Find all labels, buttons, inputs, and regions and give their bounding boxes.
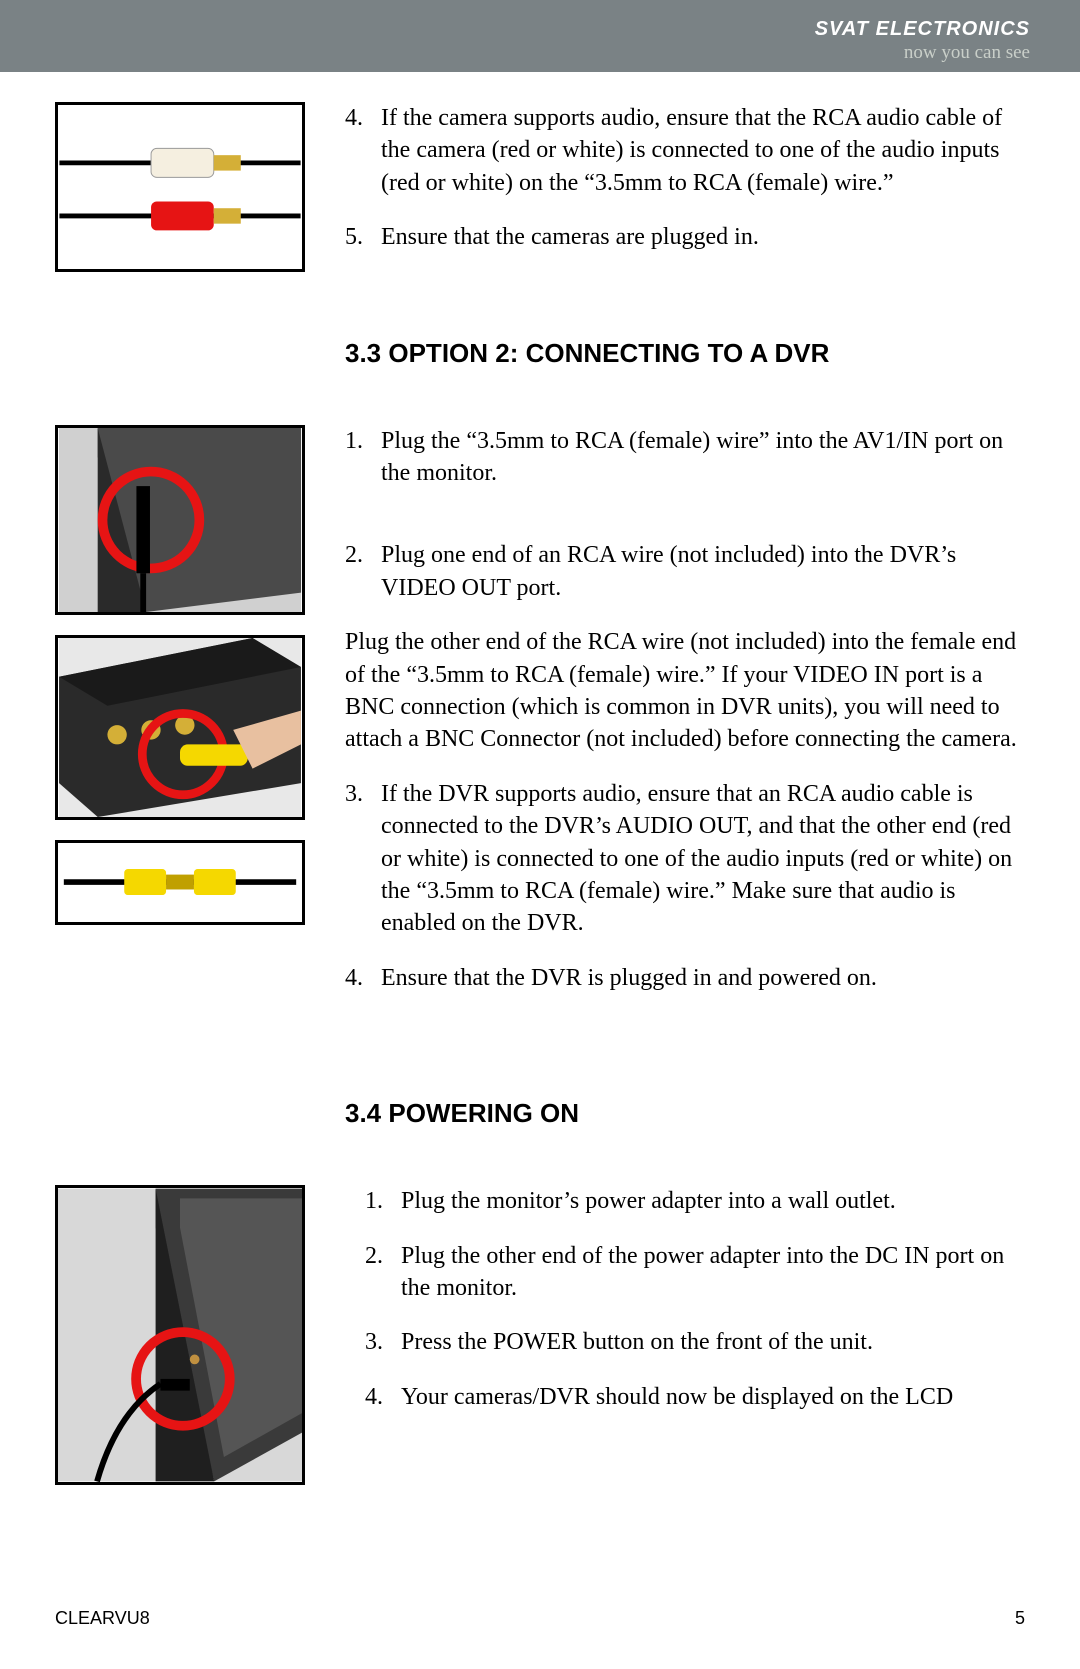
figure-monitor-av-port	[55, 425, 305, 615]
figure-monitor-dc-in	[55, 1185, 305, 1485]
item-text: Plug the monitor’s power adapter into a …	[401, 1185, 896, 1217]
item-number: 5.	[345, 221, 381, 253]
item-text: Plug the “3.5mm to RCA (female) wire” in…	[381, 425, 1025, 490]
item-number: 3.	[345, 778, 381, 940]
list-item: 4. Your cameras/DVR should now be displa…	[365, 1381, 1025, 1413]
list-item: 3. Press the POWER button on the front o…	[365, 1326, 1025, 1358]
list-item: 2. Plug one end of an RCA wire (not incl…	[345, 539, 1025, 604]
list-item: 1. Plug the “3.5mm to RCA (female) wire”…	[345, 425, 1025, 490]
item-text: If the DVR supports audio, ensure that a…	[381, 778, 1025, 940]
item-number: 4.	[365, 1381, 401, 1413]
section-heading-3-3: 3.3 OPTION 2: CONNECTING TO A DVR	[345, 336, 1025, 371]
item-text: Your cameras/DVR should now be displayed…	[401, 1381, 953, 1413]
header-bar: SVAT ELECTRONICS now you can see	[0, 0, 1080, 72]
list-item: 4. If the camera supports audio, ensure …	[345, 102, 1025, 199]
item-text: Ensure that the DVR is plugged in and po…	[381, 962, 877, 994]
item-number: 1.	[345, 425, 381, 490]
item-text: Plug the other end of the power adapter …	[401, 1240, 1025, 1305]
item-text: Plug one end of an RCA wire (not include…	[381, 539, 1025, 604]
figure-rca-yellow	[55, 840, 305, 925]
paragraph: Plug the other end of the RCA wire (not …	[345, 626, 1025, 756]
item-text: Press the POWER button on the front of t…	[401, 1326, 873, 1358]
list-item: 3. If the DVR supports audio, ensure tha…	[345, 778, 1025, 940]
item-number: 3.	[365, 1326, 401, 1358]
figure-rca-red-white	[55, 102, 305, 272]
footer-model: CLEARVU8	[55, 1608, 150, 1629]
section-heading-3-4: 3.4 POWERING ON	[345, 1096, 1025, 1131]
item-number: 2.	[345, 539, 381, 604]
list-item: 4. Ensure that the DVR is plugged in and…	[345, 962, 1025, 994]
list-item: 1. Plug the monitor’s power adapter into…	[365, 1185, 1025, 1217]
item-number: 4.	[345, 962, 381, 994]
page-content: 4. If the camera supports audio, ensure …	[0, 72, 1080, 1485]
footer-page-number: 5	[1015, 1608, 1025, 1629]
item-number: 2.	[365, 1240, 401, 1305]
tagline-text: now you can see	[904, 42, 1030, 64]
figure-dvr-video-out	[55, 635, 305, 820]
item-text: Ensure that the cameras are plugged in.	[381, 221, 759, 253]
list-item: 2. Plug the other end of the power adapt…	[365, 1240, 1025, 1305]
item-text: If the camera supports audio, ensure tha…	[381, 102, 1025, 199]
item-number: 4.	[345, 102, 381, 199]
list-item: 5. Ensure that the cameras are plugged i…	[345, 221, 1025, 253]
brand-text: SVAT ELECTRONICS	[815, 18, 1030, 41]
page-footer: CLEARVU8 5	[55, 1608, 1025, 1629]
item-number: 1.	[365, 1185, 401, 1217]
